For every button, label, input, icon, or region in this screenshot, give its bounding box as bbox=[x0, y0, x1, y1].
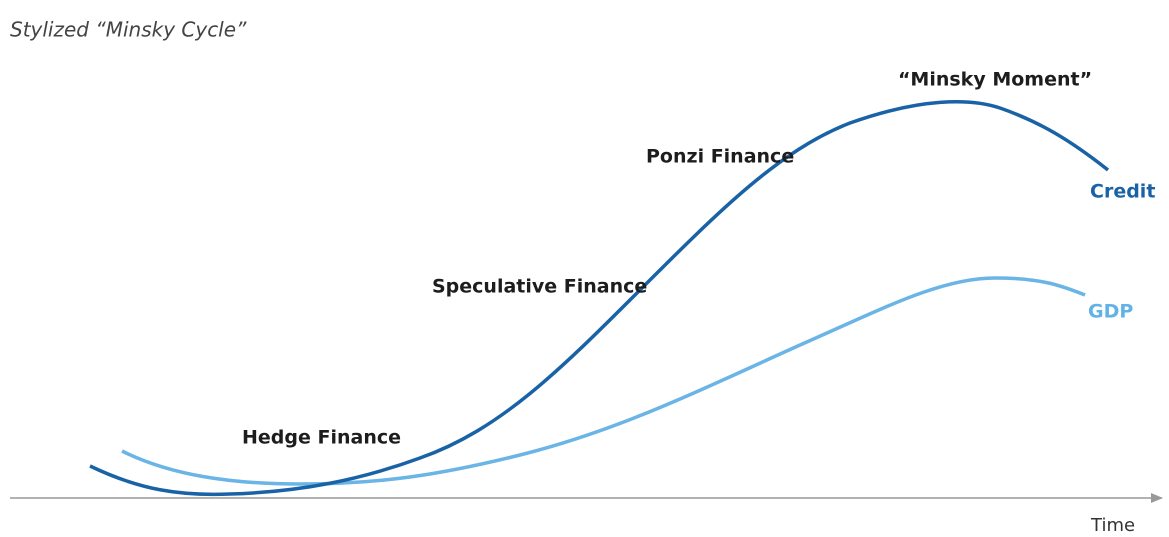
gdp-label: GDP bbox=[1088, 301, 1133, 323]
minsky-moment-label: “Minsky Moment” bbox=[898, 69, 1092, 91]
credit-curve bbox=[89, 100, 1110, 497]
ponzi-label: Ponzi Finance bbox=[646, 146, 794, 168]
credit-label: Credit bbox=[1090, 181, 1155, 203]
x-axis-label: Time bbox=[1090, 515, 1135, 536]
title: Stylized “Minsky Cycle” bbox=[10, 18, 247, 42]
hedge-label: Hedge Finance bbox=[242, 427, 401, 449]
gdp-curve bbox=[121, 276, 1086, 486]
speculative-label: Speculative Finance bbox=[432, 276, 647, 298]
